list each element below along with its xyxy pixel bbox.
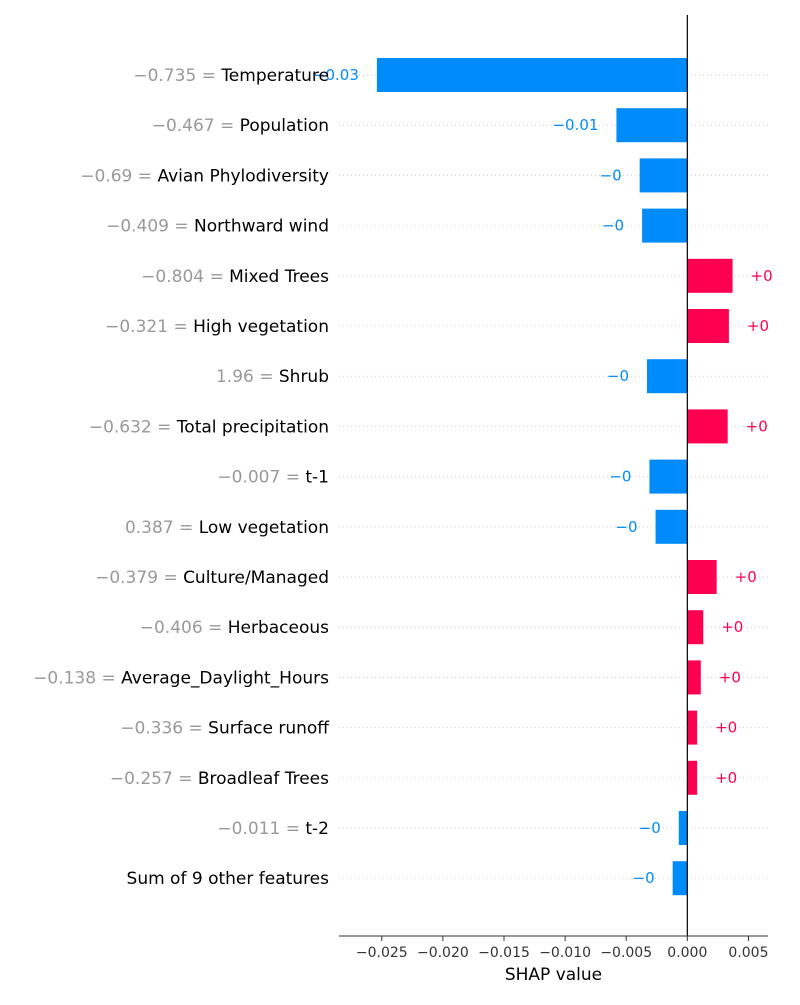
x-tick-label: −0.020 (417, 945, 469, 961)
feature-value: −0.632 = (89, 417, 177, 437)
x-axis-title: SHAP value (505, 965, 602, 985)
bar-negative (642, 208, 688, 243)
bar-negative (649, 459, 688, 494)
feature-name: Avian Phylodiversity (157, 166, 329, 186)
feature-name: Mixed Trees (229, 267, 329, 287)
feature-label: −0.467 = Population (152, 116, 329, 136)
feature-value: −0.379 = (95, 568, 183, 588)
x-tick-label: −0.005 (600, 945, 652, 961)
bar-positive (687, 710, 698, 745)
bar-value-label: −0 (609, 468, 631, 486)
bar-value-label: −0 (615, 518, 637, 536)
feature-label: −0.321 = High vegetation (105, 317, 329, 337)
bar-positive (687, 309, 729, 343)
feature-name: Population (240, 116, 329, 136)
bar-negative (672, 861, 688, 896)
bar-negative (647, 359, 688, 394)
feature-name: Broadleaf Trees (198, 769, 329, 789)
bar-value-label: −0 (633, 869, 655, 887)
bar-value-labels: −0.03 −0.01 −0 −0 +0 +0 −0 +0 −0 −0 +0 +0 +0 +0 +0 −0 −0 (313, 66, 773, 887)
feature-label: 1.96 = Shrub (216, 367, 329, 387)
bar-value-label: +0 (747, 317, 769, 335)
feature-name: Sum of 9 other features (127, 869, 330, 889)
bar-positive (687, 409, 728, 444)
bar-value-label: +0 (715, 719, 737, 737)
feature-name: High vegetation (193, 317, 329, 337)
bar-value-label: −0 (607, 367, 629, 385)
bar-value-label: −0 (602, 217, 624, 235)
feature-value: −0.321 = (105, 317, 193, 337)
feature-name: Herbaceous (228, 618, 329, 638)
bar-negative (616, 108, 688, 143)
feature-label: 0.387 = Low vegetation (125, 518, 329, 538)
bar-value-label: +0 (735, 568, 757, 586)
bar-value-label: +0 (719, 668, 741, 686)
feature-name: t-2 (305, 819, 329, 839)
bar-positive (687, 660, 701, 695)
feature-name: Temperature (220, 66, 329, 86)
bar-value-label: −0.03 (313, 66, 359, 84)
feature-label: −0.257 = Broadleaf Trees (110, 769, 329, 789)
bar-positive (687, 760, 698, 795)
feature-name: t-1 (305, 468, 329, 488)
feature-name: Surface runoff (208, 719, 330, 739)
bar-value-label: +0 (721, 618, 743, 636)
feature-value: −0.735 = (133, 66, 221, 86)
feature-label: −0.011 = t-2 (217, 819, 329, 839)
feature-label: −0.735 = Temperature (133, 66, 329, 86)
bar-value-label: +0 (746, 417, 768, 435)
bar-positive (687, 258, 733, 293)
feature-value: −0.804 = (141, 267, 229, 287)
feature-label: −0.69 = Avian Phylodiversity (80, 166, 329, 186)
x-tick-label: 0.000 (667, 945, 707, 961)
bar-value-label: +0 (751, 267, 773, 285)
feature-name: Average_Daylight_Hours (121, 668, 329, 688)
feature-label: −0.336 = Surface runoff (120, 719, 330, 739)
x-axis: −0.025 −0.020 −0.015 −0.010 −0.005 0.000 0.005 (339, 935, 768, 961)
feature-value: −0.406 = (140, 618, 228, 638)
feature-label: −0.804 = Mixed Trees (141, 267, 329, 287)
bar-positive (687, 610, 704, 645)
feature-label: −0.007 = t-1 (217, 468, 329, 488)
x-tick-label: −0.015 (478, 945, 530, 961)
feature-name: Culture/Managed (183, 568, 329, 588)
x-tick-label: −0.010 (539, 945, 591, 961)
bar-value-label: −0.01 (552, 116, 598, 134)
feature-value: −0.69 = (80, 166, 157, 186)
bars (376, 58, 733, 896)
bar-positive (687, 560, 717, 594)
feature-value: −0.011 = (217, 819, 305, 839)
feature-value: −0.138 = (33, 668, 121, 688)
bar-value-label: −0 (639, 819, 661, 837)
feature-labels: −0.735 = Temperature−0.467 = Population−… (33, 66, 330, 889)
feature-label: −0.379 = Culture/Managed (95, 568, 329, 588)
bar-negative (678, 811, 688, 845)
grid-lines (339, 74, 768, 879)
feature-label: −0.632 = Total precipitation (89, 417, 329, 437)
x-tick-label: −0.025 (356, 945, 408, 961)
feature-value: −0.467 = (152, 116, 240, 136)
feature-name: Shrub (279, 367, 329, 387)
feature-name: Northward wind (194, 217, 329, 237)
feature-value: 0.387 = (125, 518, 199, 538)
feature-value: −0.007 = (217, 468, 305, 488)
feature-label: −0.406 = Herbaceous (140, 618, 329, 638)
feature-label: −0.138 = Average_Daylight_Hours (33, 668, 329, 688)
feature-name: Total precipitation (176, 417, 329, 437)
feature-label: −0.409 = Northward wind (106, 217, 329, 237)
feature-label: Sum of 9 other features (127, 869, 330, 889)
bar-negative (639, 158, 688, 193)
bar-value-label: +0 (715, 769, 737, 787)
feature-value: 1.96 = (216, 367, 279, 387)
x-tick-label: 0.005 (728, 945, 768, 961)
feature-value: −0.409 = (106, 217, 194, 237)
bar-negative (655, 509, 688, 544)
feature-name: Low vegetation (199, 518, 329, 538)
bar-negative (376, 58, 688, 92)
bar-value-label: −0 (600, 166, 622, 184)
feature-value: −0.336 = (120, 719, 208, 739)
feature-value: −0.257 = (110, 769, 198, 789)
